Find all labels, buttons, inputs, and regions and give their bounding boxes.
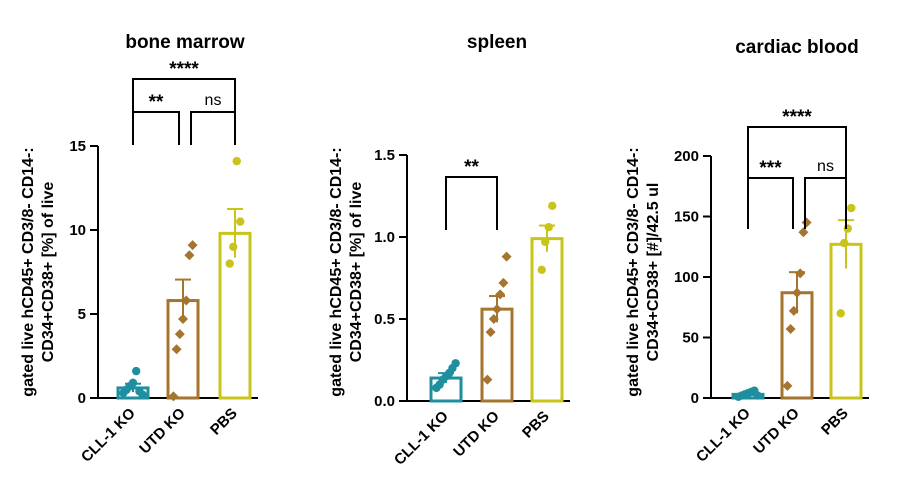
chart-title: bone marrow — [125, 32, 245, 53]
y-tick-label: 0.0 — [374, 393, 395, 410]
data-point-diamond — [495, 289, 506, 300]
data-point — [236, 217, 245, 226]
significance-label: ** — [149, 92, 164, 113]
significance-bracket — [132, 78, 236, 112]
y-tick-label: 50 — [682, 330, 699, 347]
significance-bracket — [747, 177, 794, 229]
data-point — [537, 265, 546, 274]
data-point — [843, 224, 852, 233]
y-axis-label-line2: CD34+CD38+ [%] of live — [40, 182, 57, 363]
data-point-diamond — [801, 217, 812, 228]
y-tick-label: 15 — [69, 138, 86, 155]
significance-label: **** — [169, 59, 199, 80]
data-point-diamond — [792, 287, 802, 298]
y-tick-label: 5 — [78, 306, 86, 323]
significance-label: ns — [205, 92, 222, 109]
y-tick-label: 1.0 — [374, 229, 395, 246]
data-point-diamond — [184, 250, 195, 261]
y-tick-label: 0.5 — [374, 311, 395, 328]
data-point — [451, 359, 460, 368]
bar-utd-ko — [480, 307, 514, 403]
panel-spleen: spleen gated live hCD45+ CD3/8- CD14-: C… — [328, 32, 570, 469]
significance-bracket — [445, 176, 498, 230]
x-category-label: CLL-1 KO — [693, 405, 754, 466]
data-point — [548, 201, 557, 211]
data-point — [753, 391, 762, 400]
panel-cardiac-blood: cardiac blood gated live hCD45+ CD3/8- C… — [625, 37, 869, 466]
data-point-diamond — [174, 329, 185, 340]
y-axis-label-line1: gated live hCD45+ CD3/8- CD14-: — [328, 147, 345, 396]
y-tick-label: 0 — [691, 390, 699, 407]
data-point — [541, 237, 550, 247]
data-point-diamond — [171, 344, 182, 355]
y-axis-label-line2: CD34+CD38+ [#]/42.5 ul — [645, 183, 662, 362]
data-point-diamond — [795, 268, 806, 279]
data-point-diamond — [488, 314, 499, 324]
data-point-diamond — [785, 324, 796, 335]
significance-label: ns — [817, 158, 834, 175]
bar-pbs — [530, 237, 564, 403]
chart-title: cardiac blood — [735, 37, 859, 58]
x-category-label: PBS — [818, 405, 852, 439]
data-point — [128, 378, 138, 388]
data-point-diamond — [485, 327, 496, 338]
data-point — [840, 238, 849, 248]
data-point-diamond — [168, 391, 179, 402]
x-category-label: PBS — [207, 405, 241, 439]
data-point — [232, 156, 241, 166]
data-point-diamond — [788, 305, 799, 316]
data-point — [847, 203, 856, 213]
x-category-label: UTD KO — [450, 408, 503, 461]
significance-label: *** — [759, 158, 782, 179]
y-tick-label: 1.5 — [374, 147, 395, 164]
data-point — [229, 242, 238, 251]
y-tick-label: 10 — [69, 222, 86, 239]
bar-pbs — [218, 231, 252, 400]
data-point — [836, 309, 845, 318]
x-category-label: UTD KO — [750, 405, 803, 458]
panel-bone-marrow: bone marrow gated live hCD45+ CD3/8- CD1… — [20, 32, 258, 466]
x-category-label: UTD KO — [136, 405, 189, 458]
significance-bracket — [804, 177, 847, 229]
y-axis-label-line2: CD34+CD38+ [%] of live — [348, 182, 365, 363]
data-point-diamond — [498, 277, 509, 288]
data-point-diamond — [178, 314, 188, 325]
significance-bracket — [132, 111, 180, 145]
y-tick-label: 0 — [78, 390, 86, 407]
x-category-label: PBS — [519, 408, 553, 442]
data-point-diamond — [181, 295, 192, 306]
data-point-diamond — [501, 251, 512, 262]
data-point-diamond — [187, 240, 198, 251]
significance-bracket — [190, 111, 236, 145]
data-point-diamond — [482, 374, 493, 385]
y-axis-label-line1: gated live hCD45+ CD3/8- CD14-: — [20, 147, 37, 396]
data-point-diamond — [798, 227, 809, 238]
x-category-label: CLL-1 KO — [78, 405, 139, 466]
significance-label: **** — [782, 107, 812, 128]
y-tick-label: 200 — [674, 148, 699, 165]
chart-title: spleen — [467, 32, 527, 53]
data-point-diamond — [492, 304, 502, 315]
y-tick-label: 100 — [674, 269, 699, 286]
data-point — [132, 366, 141, 376]
data-point — [544, 222, 553, 232]
y-tick-label: 150 — [674, 209, 699, 226]
y-axis-label-line1: gated live hCD45+ CD3/8- CD14-: — [625, 147, 642, 396]
data-point-diamond — [782, 380, 793, 391]
data-point — [225, 259, 234, 268]
significance-bracket — [747, 126, 847, 178]
data-point — [138, 390, 147, 399]
x-category-label: CLL-1 KO — [391, 408, 452, 469]
significance-label: ** — [464, 157, 479, 178]
